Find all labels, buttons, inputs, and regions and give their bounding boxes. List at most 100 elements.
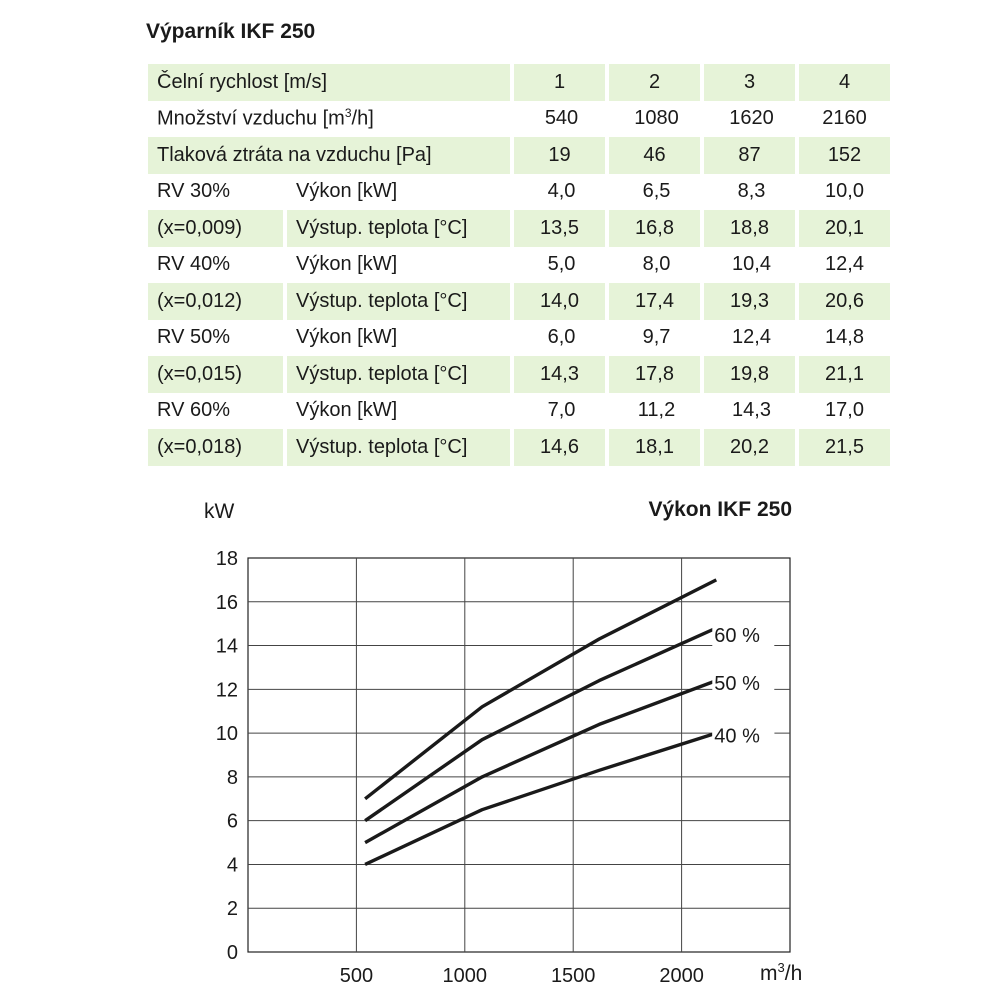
table-cell: 14,3: [514, 356, 609, 393]
x-axis-label-sup: 3: [778, 960, 785, 975]
table-cell: 19: [514, 137, 609, 174]
y-tick-label: 16: [216, 592, 238, 614]
power-label: Výkon [kW]: [296, 326, 398, 349]
table-cell: 8,0: [642, 253, 671, 276]
spec-table: Čelní rychlost [m/s] 1 2 3 4 Množství vz…: [148, 64, 890, 466]
table-cell: 14,8: [825, 326, 864, 349]
table-cell: 87: [704, 137, 799, 174]
x-axis-label-suffix: /h: [785, 962, 803, 985]
table-cell: 9,7: [642, 326, 671, 349]
series-line: [364, 679, 717, 845]
table-cell: 12,4: [825, 253, 864, 276]
table-row-rv40-temp: (x=0,012) Výstup. teplota [°C] 14,0 17,4…: [148, 283, 890, 320]
table-cell: 7,0: [547, 399, 576, 422]
table-cell: 17,8: [609, 356, 704, 393]
table-cell: 20,2: [704, 429, 799, 466]
table-cell: 6,0: [547, 326, 576, 349]
table-cell: 2: [609, 64, 704, 101]
table-cell: 18,1: [609, 429, 704, 466]
table-row-rv60-power: RV 60% Výkon [kW] 7,0 11,2 14,3 17,0: [148, 393, 890, 430]
series-label: 50 %: [714, 673, 760, 695]
table-cell: 1: [514, 64, 609, 101]
table-cell: 20,6: [799, 283, 890, 320]
pressure-label: Tlaková ztráta na vzduchu [Pa]: [148, 137, 514, 174]
table-row-pressure: Tlaková ztráta na vzduchu [Pa] 19 46 87 …: [148, 137, 890, 174]
table-cell: 19,8: [704, 356, 799, 393]
airflow-label: Množství vzduchu [m3/h]: [148, 101, 514, 138]
power-label: Výkon [kW]: [296, 180, 398, 203]
x-axis-label: m3/h: [760, 960, 802, 985]
y-tick-label: 12: [216, 679, 238, 701]
page-title: Výparník IKF 250: [146, 20, 316, 43]
plot-frame: [247, 557, 791, 953]
chart-grid: [247, 557, 791, 953]
table-row-rv50-power: RV 50% Výkon [kW] 6,0 9,7 12,4 14,8: [148, 320, 890, 357]
y-axis-label: kW: [204, 500, 235, 523]
x-label: (x=0,009): [148, 210, 287, 247]
series-line: [364, 626, 717, 823]
x-tick-label: 2000: [659, 965, 704, 987]
table-cell: 14,6: [514, 429, 609, 466]
y-tick-label: 14: [216, 636, 238, 658]
table-cell: 19,3: [704, 283, 799, 320]
table-cell: 17,0: [825, 399, 864, 422]
temp-label: Výstup. teplota [°C]: [287, 210, 514, 247]
table-cell: 20,1: [799, 210, 890, 247]
y-tick-label: 4: [227, 854, 238, 876]
series-label-bg: [712, 722, 775, 749]
series-label: 40 %: [714, 726, 760, 748]
y-tick-label: 18: [216, 548, 238, 570]
y-tick-label: 2: [227, 898, 238, 920]
table-row-rv30-temp: (x=0,009) Výstup. teplota [°C] 13,5 16,8…: [148, 210, 890, 247]
table-row-rv30-power: RV 30% Výkon [kW] 4,0 6,5 8,3 10,0: [148, 174, 890, 211]
table-cell: 2160: [822, 107, 867, 130]
y-tick-label: 10: [216, 723, 238, 745]
x-label: (x=0,015): [148, 356, 287, 393]
table-row-rv50-temp: (x=0,015) Výstup. teplota [°C] 14,3 17,8…: [148, 356, 890, 393]
y-tick-label: 0: [227, 942, 238, 964]
rv-label: RV 50%: [157, 326, 231, 349]
table-cell: 18,8: [704, 210, 799, 247]
airflow-label-prefix: Množství vzduchu [m: [157, 108, 345, 131]
x-label: (x=0,018): [148, 429, 287, 466]
power-chart: Výkon IKF 250 kW m3/h 0 2 4 6 8 10 12 14 16 18 500…: [204, 498, 802, 987]
series-label: 60 %: [714, 625, 760, 647]
rv-label: RV 60%: [157, 399, 231, 422]
temp-label: Výstup. teplota [°C]: [287, 356, 514, 393]
rv-label: RV 40%: [157, 253, 231, 276]
temp-label: Výstup. teplota [°C]: [287, 429, 514, 466]
table-cell: 21,1: [799, 356, 890, 393]
table-cell: 16,8: [609, 210, 704, 247]
table-cell: 5,0: [547, 253, 576, 276]
table-cell: 8,3: [737, 180, 766, 203]
series-line: [364, 578, 718, 801]
table-row-rv60-temp: (x=0,018) Výstup. teplota [°C] 14,6 18,1…: [148, 429, 890, 466]
table-cell: 10,4: [732, 253, 771, 276]
chart-ticks: 0 2 4 6 8 10 12 14 16 18 500 1000 1500 2000: [216, 548, 704, 987]
table-cell: 13,5: [514, 210, 609, 247]
chart-series-labels: 30 %40 %50 %60 %: [712, 622, 775, 754]
x-tick-label: 1000: [443, 965, 488, 987]
table-row-airflow: Množství vzduchu [m3/h] 540 1080 1620 21…: [148, 101, 890, 138]
table-cell: 540: [544, 107, 579, 130]
x-tick-label: 1500: [551, 965, 596, 987]
power-label: Výkon [kW]: [296, 399, 398, 422]
table-cell: 17,4: [609, 283, 704, 320]
power-label: Výkon [kW]: [296, 253, 398, 276]
table-cell: 14,3: [732, 399, 771, 422]
table-cell: 4,0: [547, 180, 576, 203]
table-cell: 4: [799, 64, 890, 101]
table-cell: 1620: [729, 107, 774, 130]
y-tick-label: 6: [227, 811, 238, 833]
chart-title: Výkon IKF 250: [648, 498, 792, 521]
y-tick-label: 8: [227, 767, 238, 789]
table-cell: 12,4: [732, 326, 771, 349]
table-row-velocity: Čelní rychlost [m/s] 1 2 3 4: [148, 64, 890, 101]
x-tick-label: 500: [340, 965, 373, 987]
table-cell: 14,0: [514, 283, 609, 320]
table-row-rv40-power: RV 40% Výkon [kW] 5,0 8,0 10,4 12,4: [148, 247, 890, 284]
series-label-bg: [712, 622, 775, 649]
chart-lines: [364, 578, 718, 866]
table-cell: 3: [704, 64, 799, 101]
airflow-label-suffix: /h]: [351, 108, 374, 131]
